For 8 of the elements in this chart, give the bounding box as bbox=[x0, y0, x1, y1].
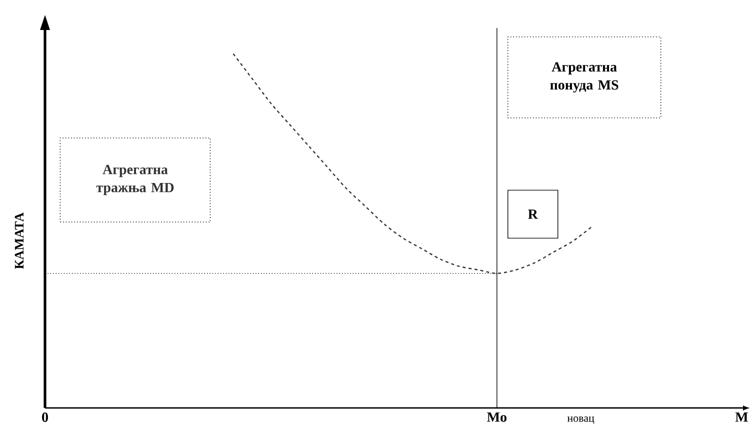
ref-line-label: Агрегатна понуда MS bbox=[550, 62, 618, 93]
y-axis-title: КАМАТА bbox=[14, 212, 24, 269]
x-tick-label: Mo bbox=[487, 412, 506, 422]
x-tick-label: 0 bbox=[42, 412, 48, 422]
x-axis-title: новац bbox=[567, 416, 594, 424]
x-tick-label: M bbox=[735, 412, 748, 422]
annotation: R bbox=[528, 210, 538, 219]
text: Агрегатна тражња MD bbox=[96, 164, 174, 196]
